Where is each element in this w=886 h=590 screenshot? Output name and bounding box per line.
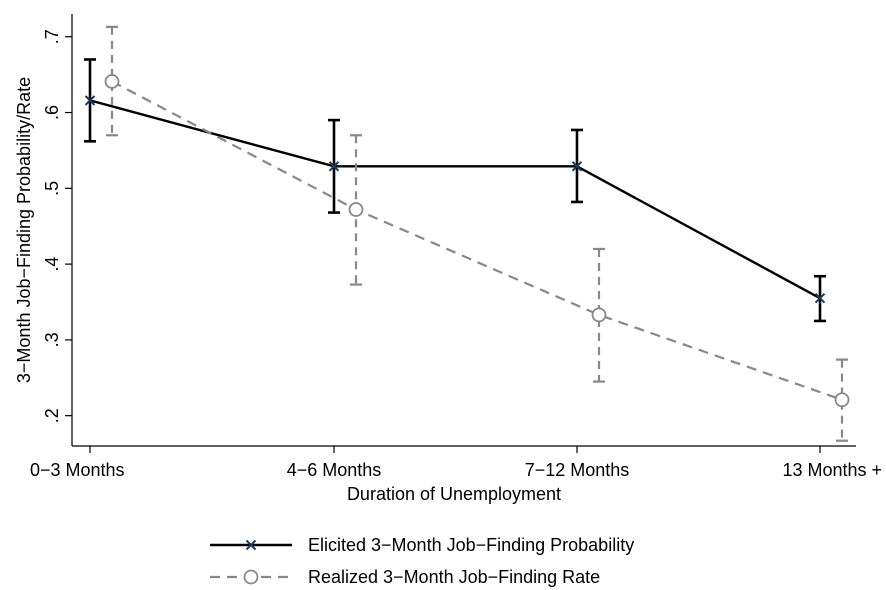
x-tick-label: 0−3 Months <box>30 460 125 480</box>
x-ticks: 0−3 Months 4−6 Months 7−12 Months 13 Months… <box>30 446 882 480</box>
legend-x-marker <box>245 539 257 551</box>
marker-x-stroke <box>814 293 826 304</box>
marker-x-stroke <box>84 95 96 106</box>
axes <box>71 14 856 447</box>
legend-circle-marker <box>243 569 259 585</box>
data-point <box>814 293 826 304</box>
series-realized <box>104 25 850 442</box>
data-point <box>571 161 583 172</box>
x-tick-label: 13 Months + <box>782 460 882 480</box>
error-bar <box>593 247 605 383</box>
legend-marker-realized <box>243 569 259 585</box>
x-tick-label: 4−6 Months <box>287 460 382 480</box>
legend-label-realized: Realized 3−Month Job−Finding Rate <box>308 567 600 587</box>
y-axis-title: 3−Month Job−Finding Probability/Rate <box>14 77 34 383</box>
y-ticks: .2 .3 .4 .5 .6 .7 <box>42 29 72 423</box>
data-point <box>104 74 120 89</box>
legend-marker-elicited <box>245 539 257 551</box>
y-tick-label: .7 <box>42 29 62 44</box>
y-tick-label: .5 <box>42 181 62 196</box>
data-point <box>84 95 96 106</box>
series-line <box>111 80 843 401</box>
series-layer <box>84 25 850 442</box>
y-tick-label: .3 <box>42 332 62 347</box>
legend: Elicited 3−Month Job−Finding Probability… <box>210 535 634 587</box>
data-point <box>591 307 607 323</box>
marker-x-stroke <box>571 161 583 172</box>
error-bar <box>836 358 848 442</box>
data-point <box>328 161 340 172</box>
data-point <box>834 392 850 408</box>
error-bar <box>106 25 118 137</box>
y-tick-label: .2 <box>42 408 62 423</box>
legend-item-elicited: Elicited 3−Month Job−Finding Probability <box>210 535 634 555</box>
x-tick-label: 7−12 Months <box>525 460 630 480</box>
data-point <box>348 202 364 217</box>
marker-x-stroke <box>328 161 340 172</box>
legend-item-realized: Realized 3−Month Job−Finding Rate <box>210 567 600 587</box>
y-tick-label: .6 <box>42 105 62 120</box>
marker-x-stroke <box>245 539 257 551</box>
x-axis-title: Duration of Unemployment <box>347 484 561 504</box>
series-line <box>89 99 821 300</box>
y-tick-label: .4 <box>42 257 62 272</box>
series-elicited <box>84 58 826 323</box>
legend-label-elicited: Elicited 3−Month Job−Finding Probability <box>308 535 634 555</box>
